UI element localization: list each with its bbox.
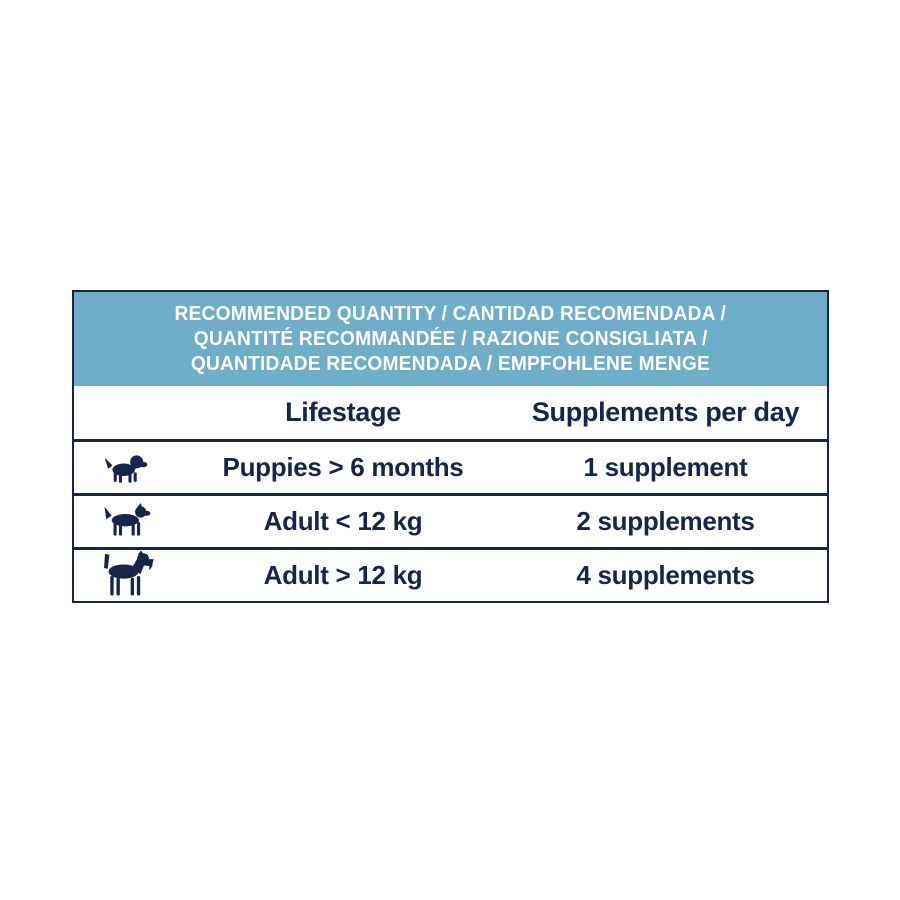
supplements-value: 1 supplement: [583, 452, 748, 482]
lifestage-value: Adult < 12 kg: [263, 506, 423, 536]
recommended-quantity-table: RECOMMENDED QUANTITY / CANTIDAD RECOMEND…: [72, 290, 829, 603]
table-row-adult-small: Adult < 12 kg 2 supplements: [74, 493, 827, 547]
table-title-band: RECOMMENDED QUANTITY / CANTIDAD RECOMEND…: [74, 292, 827, 386]
title-line-3: QUANTIDADE RECOMENDADA / EMPFOHLENE MENG…: [190, 352, 711, 375]
lifestage-value: Adult > 12 kg: [263, 560, 423, 590]
lifestage-column-header: Lifestage: [285, 397, 401, 427]
icon-column-header: [74, 386, 182, 439]
lifestage-value: Puppies > 6 months: [222, 452, 464, 482]
large-dog-icon: [74, 550, 182, 601]
table-row-puppies: Puppies > 6 months 1 supplement: [74, 439, 827, 493]
small-dog-icon: [74, 496, 182, 547]
supplements-column-header: Supplements per day: [531, 397, 800, 427]
supplements-value: 4 supplements: [576, 560, 755, 590]
supplements-value: 2 supplements: [576, 506, 755, 536]
column-header-row: Lifestage Supplements per day: [74, 386, 827, 439]
title-line-2: QUANTITÉ RECOMMANDÉE / RAZIONE CONSIGLIA…: [193, 327, 708, 350]
title-line-1: RECOMMENDED QUANTITY / CANTIDAD RECOMEND…: [174, 302, 727, 325]
puppy-icon: [74, 442, 182, 493]
table-row-adult-large: Adult > 12 kg 4 supplements: [74, 547, 827, 601]
